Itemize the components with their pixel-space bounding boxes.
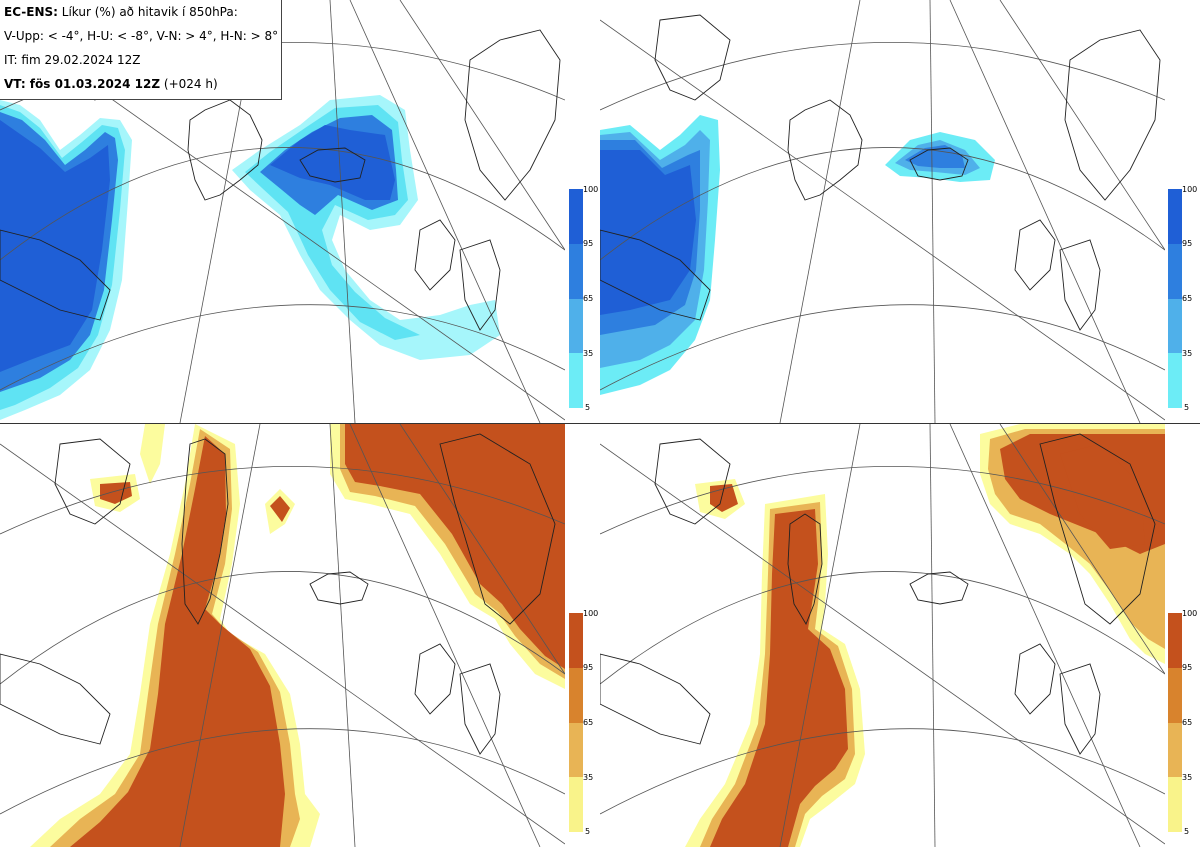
legend-tick: 5 [585, 403, 591, 412]
legend-tick: 65 [1182, 294, 1193, 303]
legend-tick: 5 [1184, 403, 1190, 412]
legend-swatch-35-65 [569, 299, 583, 353]
legend-tick: 100 [1182, 609, 1198, 618]
legend-tick: 65 [583, 718, 594, 727]
lead-time: (+024 h) [163, 77, 218, 91]
map-panel-lower-right [600, 424, 1165, 848]
probability-map-cold-weak [0, 0, 565, 423]
legend-tick: 65 [583, 294, 594, 303]
map-panel-upper-left: EC-ENS: Líkur (%) að hitavik í 850hPa: V… [0, 0, 565, 423]
legend-tick: 65 [1182, 718, 1193, 727]
legend-swatch-95-100 [569, 189, 583, 244]
legend-tick: 35 [1182, 773, 1193, 782]
legend-swatch-35-65 [1168, 723, 1182, 777]
probability-map-warm-weak [0, 424, 565, 847]
legend-swatch-5-35 [569, 353, 583, 408]
legend-tick: 5 [1184, 827, 1190, 836]
valid-time: VT: fös 01.03.2024 12Z [4, 77, 161, 91]
legend-swatch-65-95 [1168, 668, 1182, 723]
legend-swatch-95-100 [1168, 189, 1182, 244]
probability-map-warm-strong [600, 424, 1165, 847]
colorbar-warm-right [1168, 613, 1182, 832]
legend-swatch-35-65 [1168, 299, 1182, 353]
threshold-definitions: V-Upp: < -4°, H-U: < -8°, V-N: > 4°, H-N… [4, 29, 279, 43]
legend-tick: 95 [583, 239, 594, 248]
legend-tick: 100 [583, 609, 599, 618]
row-separator [0, 423, 1200, 424]
init-time: IT: fim 29.02.2024 12Z [4, 53, 141, 67]
map-panel-upper-right [600, 0, 1165, 423]
legend-tick: 5 [585, 827, 591, 836]
map-title: Líkur (%) að hitavik í 850hPa: [61, 5, 238, 19]
probability-map-cold-strong [600, 0, 1165, 423]
legend-tick: 100 [583, 185, 599, 194]
colorbar-cold-right [1168, 189, 1182, 408]
legend-tick: 35 [583, 773, 594, 782]
legend-tick: 100 [1182, 185, 1198, 194]
model-label: EC-ENS: [4, 5, 58, 19]
map-panel-lower-left [0, 424, 565, 848]
map-header-box: EC-ENS: Líkur (%) að hitavik í 850hPa: V… [0, 0, 282, 100]
legend-swatch-95-100 [1168, 613, 1182, 668]
legend-swatch-5-35 [1168, 353, 1182, 408]
legend-tick: 35 [1182, 349, 1193, 358]
legend-swatch-65-95 [1168, 244, 1182, 299]
legend-swatch-5-35 [569, 777, 583, 832]
legend-tick: 95 [583, 663, 594, 672]
legend-tick: 35 [583, 349, 594, 358]
legend-tick: 95 [1182, 239, 1193, 248]
legend-tick: 95 [1182, 663, 1193, 672]
legend-swatch-95-100 [569, 613, 583, 668]
colorbar-cold-left [569, 189, 583, 408]
legend-swatch-5-35 [1168, 777, 1182, 832]
legend-swatch-65-95 [569, 668, 583, 723]
legend-swatch-35-65 [569, 723, 583, 777]
legend-swatch-65-95 [569, 244, 583, 299]
colorbar-warm-left [569, 613, 583, 832]
